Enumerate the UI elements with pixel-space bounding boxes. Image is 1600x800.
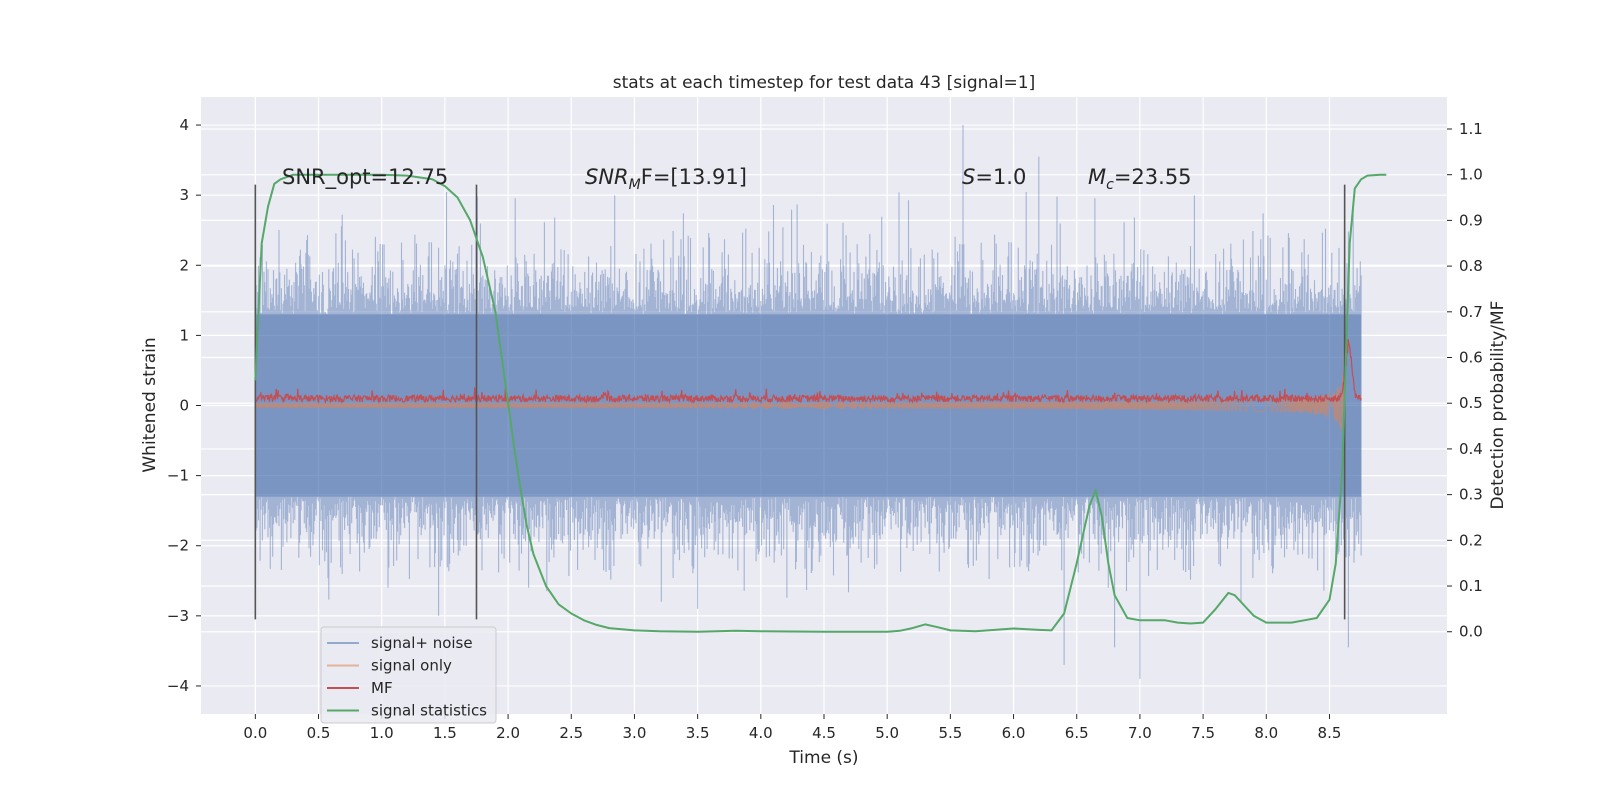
chart-title: stats at each timestep for test data 43 … (613, 73, 1036, 93)
y2-tick-label: 0.2 (1459, 531, 1483, 549)
x-tick-label: 2.5 (559, 724, 583, 742)
mc-sub: c (1106, 177, 1114, 193)
annotation-snr-opt: SNR_opt=12.75 (282, 165, 448, 190)
y2-tick-label: 0.8 (1459, 257, 1483, 275)
x-tick-label: 0.5 (307, 724, 331, 742)
signal-only-series (254, 350, 1345, 447)
y-tick-label: −2 (167, 537, 189, 555)
x-tick-label: 4.5 (812, 724, 836, 742)
mf-line (254, 339, 1362, 405)
y-axis-label: Whitened strain (140, 337, 160, 472)
x-tick-label: 6.0 (1002, 724, 1026, 742)
snr-mf-sub: M (629, 177, 641, 193)
mc-value: =23.55 (1114, 165, 1192, 189)
s-symbol: S (962, 165, 975, 189)
y2-tick-label: 0.4 (1459, 440, 1483, 458)
x-tick-label: 8.0 (1254, 724, 1278, 742)
signal-statistics-series (254, 173, 1387, 633)
annotation-s: S=1.0 (962, 165, 1026, 189)
annotation-mc: Mc=23.55 (1088, 165, 1192, 193)
x-tick-label: 1.5 (433, 724, 457, 742)
legend: signal+ noise signal only MF signal statist… (320, 626, 497, 724)
annotation-snr-mf: SNRMF=[13.91] (585, 165, 747, 193)
x-tick-label: 8.5 (1318, 724, 1342, 742)
snr-mf-base: SNR (585, 165, 629, 189)
x-tick-label: 1.0 (370, 724, 394, 742)
x-tick-label: 7.0 (1128, 724, 1152, 742)
mc-symbol: M (1088, 165, 1106, 189)
y-axis-left: −4 −3 −2 −1 0 1 2 3 4 (167, 116, 201, 695)
x-tick-label: 3.0 (623, 724, 647, 742)
y2-tick-label: 1.1 (1459, 120, 1483, 138)
legend-label: signal only (371, 657, 452, 675)
y-axis-right: 0.0 0.1 0.2 0.3 0.4 0.5 0.6 0.7 0.8 0.9 1.0 1.1 (1447, 120, 1483, 641)
y-tick-label: −4 (167, 677, 189, 695)
signal-only-line (254, 350, 1345, 447)
legend-label: signal statistics (371, 702, 487, 720)
y2-tick-label: 0.6 (1459, 349, 1483, 367)
x-tick-label: 7.5 (1191, 724, 1215, 742)
snr-mf-rest: F=[13.91] (641, 165, 747, 189)
y2-axis-label: Detection probability/MF (1488, 301, 1508, 510)
x-tick-label: 5.5 (938, 724, 962, 742)
y2-tick-label: 0.7 (1459, 303, 1483, 321)
y-tick-label: −1 (167, 467, 189, 485)
signal-statistics-line (254, 173, 1387, 633)
mf-series (254, 339, 1362, 405)
x-tick-label: 6.5 (1065, 724, 1089, 742)
y2-tick-label: 0.3 (1459, 486, 1483, 504)
s-value: =1.0 (975, 165, 1026, 189)
x-tick-label: 5.0 (875, 724, 899, 742)
x-axis: 0.0 0.5 1.0 1.5 2.0 2.5 3.0 3.5 4.0 4.5 5.0 5.5 6.0 6… (243, 714, 1341, 742)
y-tick-label: 0 (179, 397, 189, 415)
y2-tick-label: 0.9 (1459, 211, 1483, 229)
legend-box (320, 626, 497, 724)
x-tick-label: 4.0 (749, 724, 773, 742)
y2-tick-label: 1.0 (1459, 166, 1483, 184)
x-tick-label: 0.0 (243, 724, 267, 742)
y-tick-label: 2 (179, 256, 189, 274)
x-tick-label: 2.0 (496, 724, 520, 742)
x-axis-label: Time (s) (788, 748, 858, 768)
y-tick-label: 4 (179, 116, 189, 134)
x-tick-label: 3.5 (686, 724, 710, 742)
y-tick-label: 1 (179, 326, 189, 344)
legend-label: signal+ noise (371, 634, 473, 652)
y2-tick-label: 0.1 (1459, 577, 1483, 595)
y-tick-label: 3 (179, 186, 189, 204)
y2-tick-label: 0.0 (1459, 623, 1483, 641)
legend-label: MF (371, 679, 393, 697)
y2-tick-label: 0.5 (1459, 394, 1483, 412)
y-tick-label: −3 (167, 607, 189, 625)
